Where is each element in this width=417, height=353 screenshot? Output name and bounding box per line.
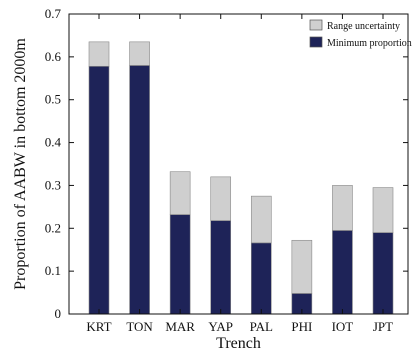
y-tick-label: 0.2 xyxy=(45,220,61,235)
x-axis: KRT TON MAR YAP PAL PHI IOT JPT xyxy=(86,14,393,334)
legend-label-range-uncertainty: Range uncertainty xyxy=(327,21,400,32)
x-tick-label-iot: IOT xyxy=(332,319,354,334)
y-tick-label: 0.4 xyxy=(45,135,62,150)
y-tick-label: 0.5 xyxy=(45,92,61,107)
bar-range-uncertainty-pal xyxy=(250,195,272,244)
bar-range-uncertainty-phi xyxy=(291,239,313,294)
x-tick-label-jpt: JPT xyxy=(373,319,393,334)
bar-minimum-proportion-krt xyxy=(88,65,110,315)
x-tick-label-phi: PHI xyxy=(291,319,312,334)
x-tick-label-yap: YAP xyxy=(208,319,233,334)
bar-minimum-proportion-mar xyxy=(169,214,191,315)
y-tick-label: 0.7 xyxy=(45,6,62,21)
y-tick-label: 0.1 xyxy=(45,263,61,278)
bar-range-uncertainty-yap xyxy=(210,176,232,221)
x-tick-label-pal: PAL xyxy=(250,319,273,334)
y-axis-title: Proportion of AABW in bottom 2000m xyxy=(12,38,29,290)
y-tick-label: 0.6 xyxy=(45,49,62,64)
legend: Range uncertainty Minimum proportion xyxy=(309,19,412,49)
x-tick-label-mar: MAR xyxy=(165,319,195,334)
legend-swatch-range-uncertainty xyxy=(309,19,323,31)
x-tick-label-krt: KRT xyxy=(86,319,111,334)
bar-minimum-proportion-jpt xyxy=(372,232,394,315)
bar-minimum-proportion-yap xyxy=(210,220,232,315)
bar-minimum-proportion-pal xyxy=(250,242,272,315)
bar-range-uncertainty-krt xyxy=(88,41,110,67)
y-tick-label: 0.3 xyxy=(45,177,61,192)
legend-swatch-minimum-proportion xyxy=(309,36,323,48)
bar-minimum-proportion-iot xyxy=(332,230,353,315)
y-axis: 0 0.1 0.2 0.3 0.4 0.5 0.6 0.7 xyxy=(45,6,408,321)
bar-minimum-proportion-ton xyxy=(129,65,150,315)
y-tick-label: 0 xyxy=(55,306,62,321)
bar-range-uncertainty-mar xyxy=(169,171,191,215)
legend-label-minimum-proportion: Minimum proportion xyxy=(327,38,412,49)
x-axis-title: Trench xyxy=(216,335,261,352)
bar-range-uncertainty-jpt xyxy=(372,187,394,233)
bar-range-uncertainty-ton xyxy=(129,41,150,66)
bars-layer xyxy=(88,41,394,315)
plot-frame xyxy=(68,13,409,315)
bar-range-uncertainty-iot xyxy=(332,185,353,231)
x-tick-label-ton: TON xyxy=(126,319,153,334)
